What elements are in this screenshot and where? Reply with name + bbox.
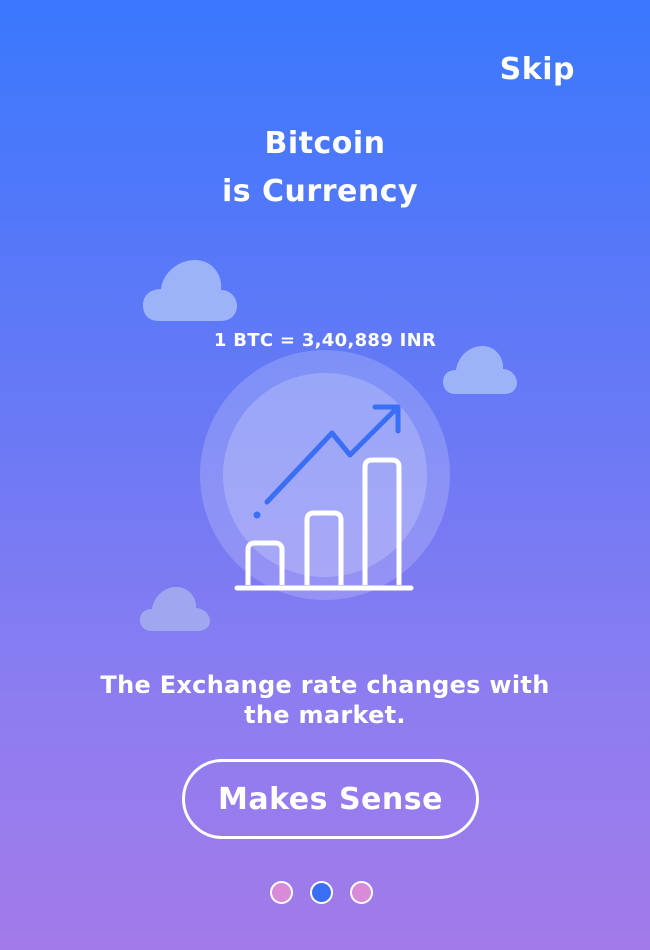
description-text: The Exchange rate changes with the marke…: [100, 671, 550, 729]
title-line-1: Bitcoin: [264, 126, 386, 161]
skip-button[interactable]: Skip: [499, 52, 575, 87]
page-dot-1[interactable]: [270, 881, 293, 904]
exchange-rate-label: 1 BTC = 3,40,889 INR: [213, 330, 437, 351]
page-dot-3[interactable]: [350, 881, 373, 904]
cloud-icon: [443, 345, 517, 395]
pagination-dots: [270, 881, 373, 904]
cloud-icon: [140, 586, 210, 632]
page-dot-2-active[interactable]: [310, 881, 333, 904]
title-line-2: is Currency: [221, 174, 419, 209]
makes-sense-button[interactable]: Makes Sense: [182, 759, 479, 839]
page-title: Bitcoin is Currency: [0, 120, 650, 216]
growth-chart-icon: [195, 345, 455, 605]
cloud-icon: [143, 258, 237, 322]
